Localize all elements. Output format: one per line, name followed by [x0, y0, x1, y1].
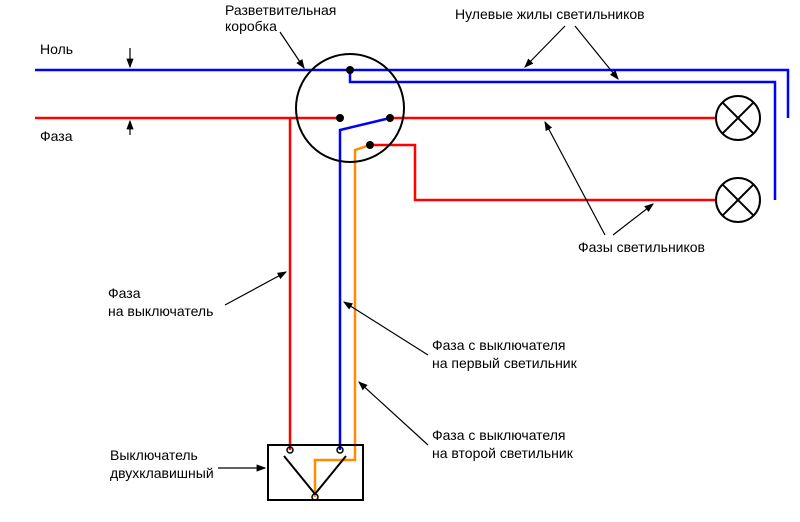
label-lamp-phases: Фазы светильников: [578, 239, 705, 255]
callout-arrow: [344, 302, 428, 355]
label-phase-from-sw2: Фаза с выключателя на второй светильник: [432, 427, 574, 461]
label-neutral-lamps: Нулевые жилы светильников: [455, 6, 645, 22]
callout-arrow: [613, 204, 653, 235]
neutral-main-wire: [35, 70, 788, 118]
label-phase-from-sw1: Фаза с выключателя на первый светильник: [432, 337, 578, 371]
node-neutral: [346, 66, 354, 74]
node-phase-out2: [366, 141, 374, 149]
phase-lamp2-wire: [370, 145, 716, 200]
node-phase-out1: [386, 114, 394, 122]
node-phase-in: [336, 114, 344, 122]
label-switch: Выключатель двухклавишный: [110, 447, 214, 481]
lamp2-icon: [716, 178, 760, 222]
callout-arrow: [280, 32, 304, 68]
label-null: Ноль: [40, 41, 73, 57]
callout-arrows: [130, 26, 653, 468]
switch-return-wire-1: [340, 118, 390, 450]
callout-arrow: [545, 122, 605, 235]
wiring-diagram: Ноль Фаза Разветвительная коробка Нулевы…: [0, 0, 800, 522]
callout-arrow: [359, 382, 428, 445]
label-junction-box: Разветвительная коробка: [225, 2, 340, 34]
callout-arrow: [525, 26, 565, 67]
lamp1-icon: [716, 96, 760, 140]
callout-arrow: [225, 272, 286, 305]
label-phase-to-switch: Фаза на выключатель: [108, 285, 213, 319]
label-phase: Фаза: [40, 128, 73, 144]
